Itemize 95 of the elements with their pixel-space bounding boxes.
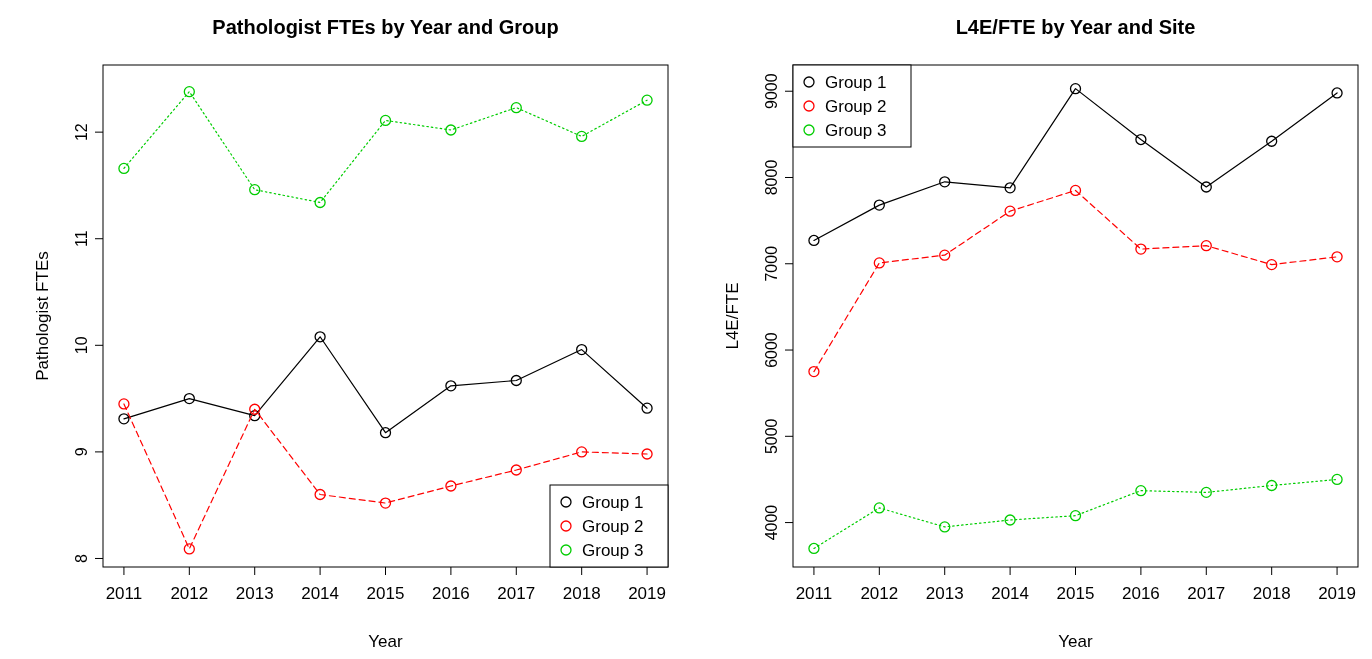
- point: [314, 488, 326, 501]
- x-tick-label: 2018: [1252, 584, 1291, 603]
- point: [183, 392, 195, 405]
- x-tick-label: 2013: [235, 584, 274, 603]
- y-tick-label: 8000: [763, 159, 780, 196]
- legend-label: Group 2: [825, 97, 887, 116]
- point: [808, 542, 820, 555]
- x-tick-label: 2014: [301, 584, 340, 603]
- point: [1004, 182, 1016, 194]
- point: [1200, 486, 1212, 499]
- x-tick-label: 2012: [170, 584, 209, 603]
- legend-label: Group 2: [582, 517, 644, 536]
- point: [510, 464, 522, 476]
- point: [641, 402, 653, 414]
- point: [939, 249, 951, 261]
- y-tick-label: 7000: [763, 245, 780, 282]
- point: [1069, 510, 1082, 522]
- point: [249, 410, 261, 422]
- point: [1266, 258, 1278, 271]
- y-tick-label: 10: [73, 336, 90, 355]
- y-axis-title: L4E/FTE: [723, 282, 742, 350]
- point: [314, 331, 326, 343]
- x-tick-label: 2011: [105, 584, 143, 603]
- point: [873, 502, 885, 514]
- point: [1135, 485, 1147, 497]
- x-tick-label: 2018: [562, 584, 601, 603]
- point: [808, 365, 820, 378]
- point: [873, 199, 885, 211]
- legend-label: Group 3: [582, 541, 644, 560]
- point: [1200, 240, 1212, 252]
- x-tick-label: 2012: [860, 584, 899, 603]
- point: [576, 446, 588, 458]
- point: [249, 184, 261, 196]
- point: [1266, 135, 1278, 147]
- point: [1135, 133, 1147, 146]
- point: [379, 497, 392, 509]
- point: [1004, 514, 1016, 526]
- point: [873, 257, 885, 269]
- x-tick-label: 2011: [795, 584, 833, 603]
- point: [641, 94, 653, 106]
- y-axis-title: Pathologist FTEs: [33, 251, 52, 381]
- y-tick-label: 12: [73, 123, 90, 142]
- point: [1135, 243, 1147, 255]
- point: [1200, 181, 1212, 193]
- point: [510, 374, 522, 387]
- point: [118, 162, 130, 175]
- point: [183, 543, 195, 555]
- y-tick-label: 9: [73, 447, 90, 457]
- chart-title: Pathologist FTEs by Year and Group: [212, 16, 559, 38]
- point: [1266, 479, 1278, 492]
- point: [1331, 473, 1343, 486]
- point: [445, 124, 457, 136]
- x-axis-title: Year: [368, 632, 404, 651]
- x-tick-label: 2016: [1121, 584, 1160, 603]
- x-tick-label: 2019: [1318, 584, 1356, 603]
- point: [118, 413, 130, 425]
- point: [1331, 251, 1343, 263]
- y-tick-label: 8: [73, 553, 90, 563]
- chart-title: L4E/FTE by Year and Site: [955, 16, 1196, 38]
- point: [118, 398, 130, 410]
- y-tick-label: 5000: [763, 418, 780, 455]
- y-tick-label: 4000: [763, 504, 780, 541]
- point: [1069, 184, 1082, 197]
- point: [576, 343, 588, 356]
- x-tick-label: 2015: [366, 584, 405, 603]
- point: [576, 130, 588, 143]
- x-axis-title: Year: [1058, 632, 1094, 651]
- point: [314, 196, 326, 209]
- x-tick-label: 2016: [431, 584, 470, 603]
- point: [939, 176, 951, 188]
- legend-label: Group 1: [582, 493, 644, 512]
- point: [939, 521, 951, 533]
- y-tick-label: 11: [73, 230, 90, 248]
- point: [641, 448, 653, 460]
- point: [249, 403, 261, 415]
- point: [379, 427, 392, 439]
- point: [1331, 87, 1343, 99]
- point: [1004, 205, 1016, 217]
- point: [379, 114, 392, 127]
- point: [183, 86, 195, 98]
- point: [1069, 82, 1082, 95]
- x-tick-label: 2015: [1056, 584, 1095, 603]
- x-tick-label: 2019: [628, 584, 666, 603]
- point: [510, 101, 522, 114]
- x-tick-label: 2013: [925, 584, 964, 603]
- y-tick-label: 9000: [763, 73, 780, 110]
- y-tick-label: 6000: [763, 332, 780, 368]
- legend-label: Group 3: [825, 121, 887, 140]
- point: [445, 380, 457, 392]
- x-tick-label: 2017: [1187, 584, 1226, 603]
- x-tick-label: 2014: [991, 584, 1030, 603]
- x-tick-label: 2017: [497, 584, 536, 603]
- point: [808, 234, 820, 247]
- legend-label: Group 1: [825, 73, 887, 92]
- point: [445, 480, 457, 492]
